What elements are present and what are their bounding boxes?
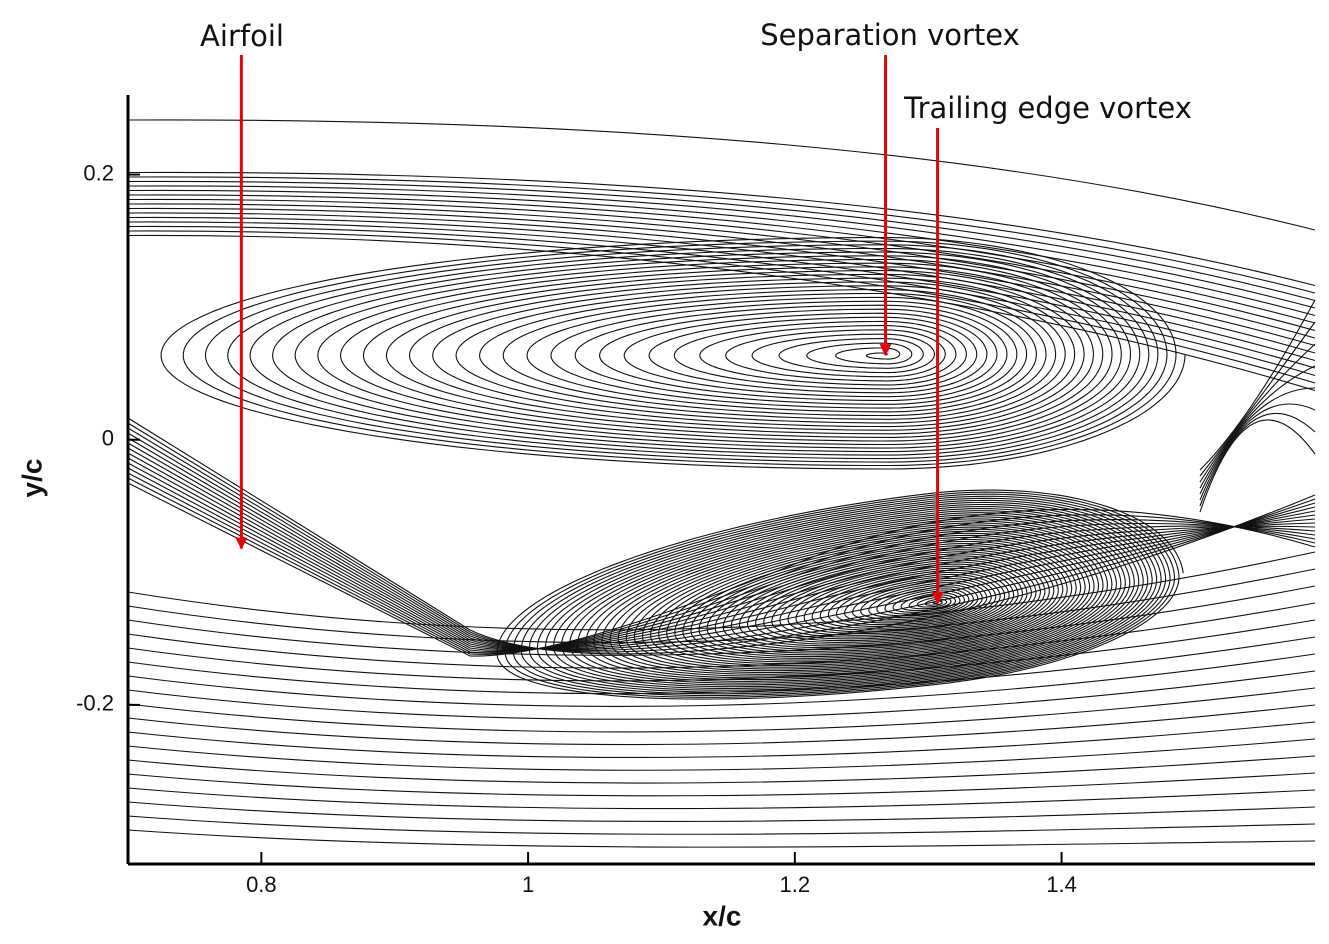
streamline <box>127 551 1316 631</box>
streamline <box>127 225 1316 377</box>
x-axis-title: x/c <box>703 900 742 931</box>
streamline <box>127 704 1316 746</box>
streamline <box>127 185 1316 309</box>
streamline <box>127 619 1316 682</box>
streamline <box>127 772 1316 797</box>
streamline <box>127 119 1316 231</box>
streamline <box>127 568 1316 644</box>
streamline <box>127 176 1316 294</box>
annotation-label: Separation vortex <box>760 18 1020 52</box>
streamline <box>127 180 1316 302</box>
streamline <box>127 787 1316 810</box>
streamline <box>1199 299 1316 471</box>
streamline <box>127 452 1316 650</box>
streamline <box>127 212 1316 354</box>
streamline <box>1199 343 1316 483</box>
streamline <box>1199 413 1316 507</box>
streamline <box>127 721 1316 759</box>
x-tick-label: 1 <box>522 872 534 897</box>
streamline <box>127 422 1316 653</box>
streamline <box>127 482 1316 657</box>
streamline <box>1199 321 1316 477</box>
streamline <box>127 815 1316 835</box>
streamline <box>127 738 1316 771</box>
streamline <box>127 230 1316 384</box>
streamline <box>127 636 1316 695</box>
streamline <box>1199 403 1316 501</box>
x-tick-label: 1.4 <box>1046 872 1077 897</box>
streamline <box>1199 365 1316 489</box>
annotation-label: Airfoil <box>200 19 284 53</box>
streamline <box>127 171 1316 287</box>
x-tick-label: 1.2 <box>780 872 811 897</box>
y-tick-label: 0 <box>102 426 114 451</box>
y-tick-label: 0.2 <box>83 160 114 185</box>
streamline <box>127 216 1316 362</box>
streamline <box>127 687 1316 733</box>
streamline <box>127 194 1316 324</box>
streamline <box>127 801 1316 822</box>
streamlines <box>127 119 1316 848</box>
streamline <box>127 653 1316 707</box>
streamline <box>127 198 1316 332</box>
annotation-label: Trailing edge vortex <box>903 91 1192 125</box>
streamline <box>127 585 1316 656</box>
streamline <box>127 602 1316 669</box>
streamline <box>127 670 1316 720</box>
streamline <box>1199 419 1316 513</box>
x-tick-label: 0.8 <box>246 872 277 897</box>
streamline <box>1199 387 1316 495</box>
y-axis-title: y/c <box>16 459 47 498</box>
streamline <box>127 189 1316 317</box>
streamline <box>127 829 1316 848</box>
streamline <box>160 237 1186 470</box>
streamline <box>127 203 1316 339</box>
streamline <box>127 755 1316 784</box>
y-tick-label: -0.2 <box>76 691 114 716</box>
